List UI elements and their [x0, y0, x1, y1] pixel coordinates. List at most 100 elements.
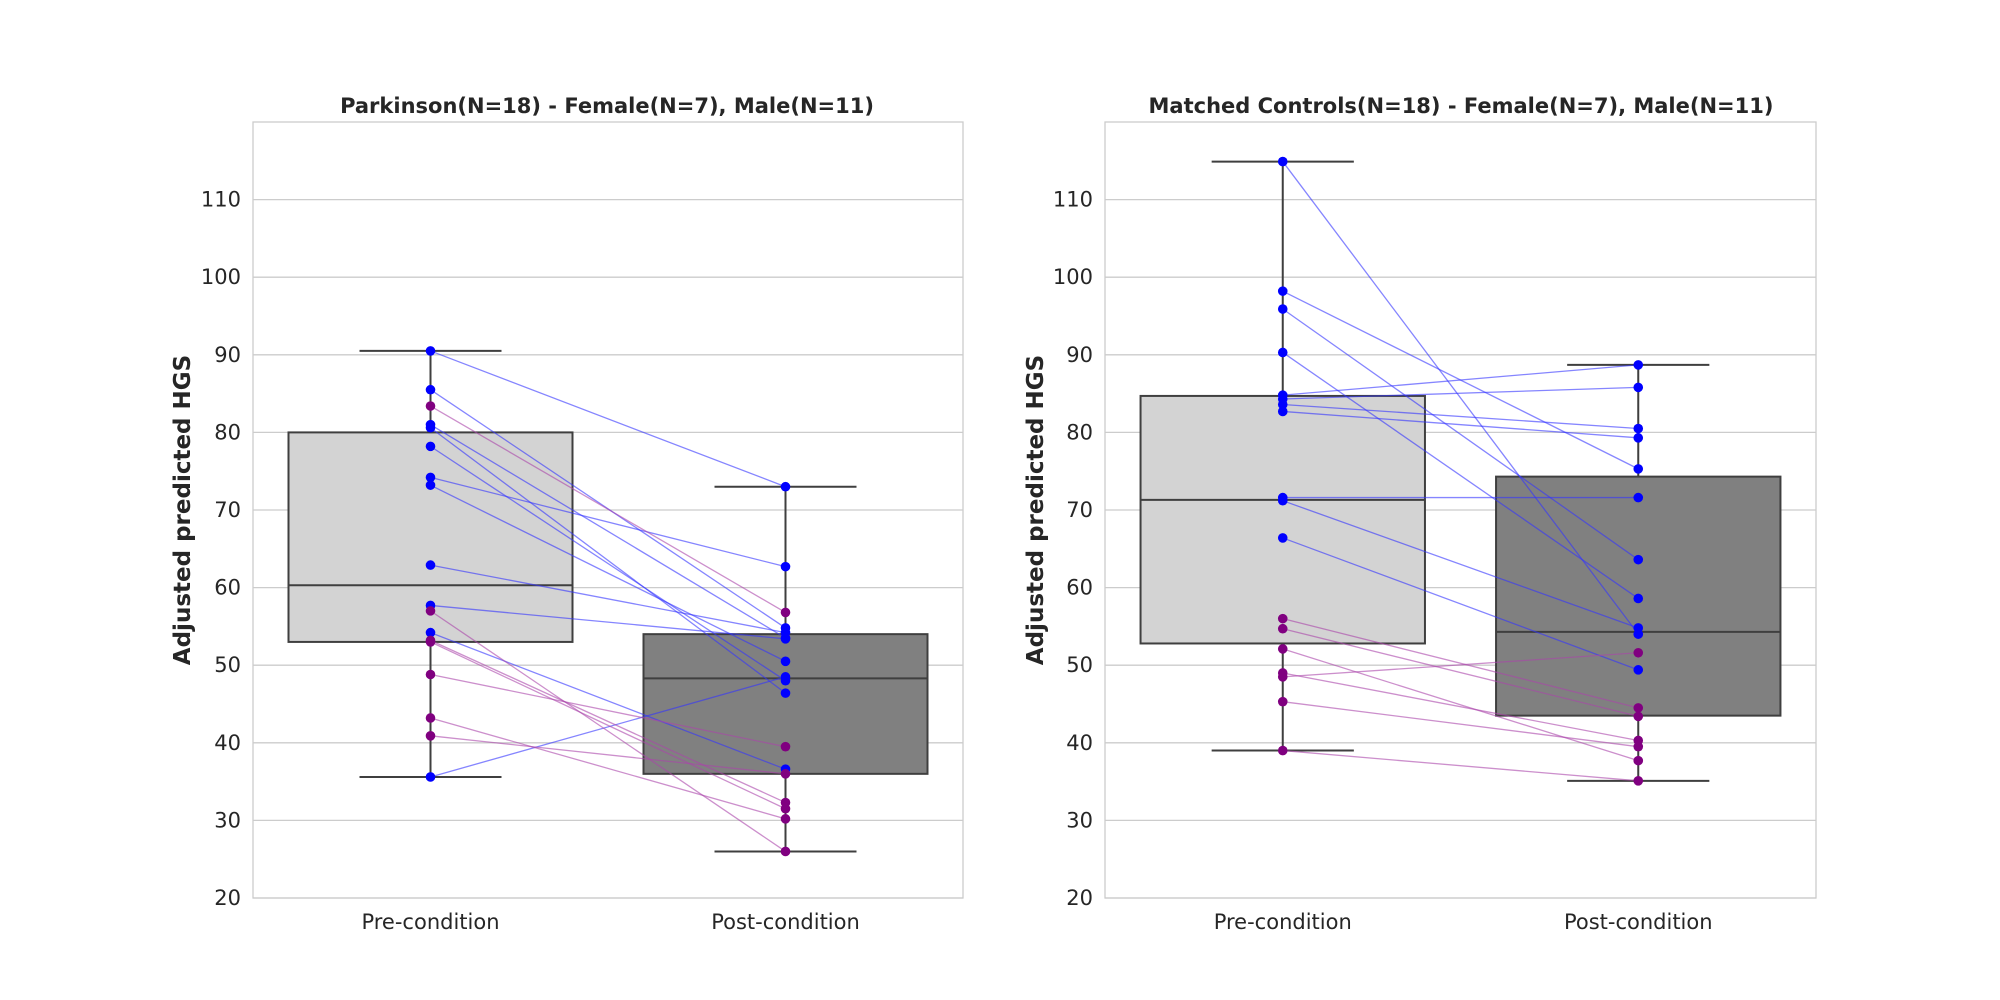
- point-post: [780, 561, 791, 572]
- pair-line: [430, 424, 786, 639]
- point-post: [1633, 703, 1644, 713]
- point-post: [1633, 433, 1644, 443]
- pair-line: [430, 427, 786, 694]
- panel-title: Matched Controls(N=18) - Female(N=7), Ma…: [1149, 94, 1774, 118]
- point-post: [780, 607, 791, 618]
- point-pre: [425, 346, 436, 356]
- point-post: [1633, 741, 1644, 752]
- point-post: [1633, 464, 1644, 474]
- pair-line: [1282, 161, 1639, 635]
- pair-line: [1282, 364, 1639, 396]
- point-post: [1633, 554, 1644, 565]
- point-post: [1633, 360, 1644, 370]
- y-tick-label: 60: [214, 576, 241, 600]
- point-post: [780, 688, 791, 698]
- pair-line: [1282, 410, 1639, 439]
- y-tick-label: 40: [1066, 731, 1093, 755]
- y-tick-label: 70: [214, 498, 241, 522]
- pair-line: [430, 735, 786, 775]
- pair-line: [1282, 537, 1639, 671]
- box: [642, 633, 929, 775]
- point-pre: [425, 627, 436, 638]
- y-axis-label: Adjusted predicted HGS: [170, 355, 196, 665]
- pair-line: [430, 676, 786, 778]
- point-post: [1633, 593, 1644, 604]
- y-tick-label: 30: [214, 808, 241, 832]
- pair-line: [430, 445, 786, 682]
- point-post: [780, 741, 791, 752]
- point-post: [1633, 492, 1644, 503]
- point-pre: [1277, 533, 1288, 543]
- point-pre: [425, 669, 436, 680]
- point-post: [1633, 647, 1644, 658]
- points: [425, 346, 791, 857]
- point-post: [780, 846, 791, 857]
- pair-line: [430, 476, 786, 568]
- pair-line: [1282, 648, 1639, 762]
- pair-line: [1282, 618, 1639, 709]
- pair-line: [1282, 308, 1639, 561]
- point-pre: [425, 422, 436, 433]
- y-tick-label: 100: [1053, 265, 1093, 289]
- pair-line: [1282, 500, 1639, 629]
- point-pre: [1277, 399, 1288, 410]
- box: [1139, 394, 1426, 645]
- point-pre: [425, 606, 436, 616]
- y-tick-label: 90: [214, 343, 241, 367]
- point-pre: [1277, 304, 1288, 314]
- point-post: [1633, 711, 1644, 722]
- pair-line: [430, 405, 786, 613]
- y-tick-label: 70: [1066, 498, 1093, 522]
- pair-line: [430, 564, 786, 634]
- y-tick-label: 90: [1066, 343, 1093, 367]
- y-tick-label: 40: [214, 731, 241, 755]
- point-pre: [425, 772, 436, 782]
- y-tick-label: 20: [1066, 886, 1093, 910]
- point-pre: [1277, 623, 1288, 634]
- point-pre: [1277, 286, 1288, 296]
- pair-line: [430, 604, 786, 640]
- y-tick-label: 50: [214, 653, 241, 677]
- y-tick-label: 110: [201, 188, 241, 212]
- point-pre: [1277, 347, 1288, 358]
- point-post: [780, 481, 791, 492]
- pair-line: [430, 641, 786, 810]
- point-post: [780, 769, 791, 779]
- pair-line: [1282, 386, 1639, 400]
- pair-line: [1282, 672, 1639, 742]
- point-pre: [1277, 696, 1288, 707]
- paired-lines: [1282, 161, 1639, 782]
- y-axis-label: Adjusted predicted HGS: [1023, 355, 1049, 665]
- point-post: [1633, 623, 1644, 633]
- y-tick-label: 100: [201, 265, 241, 289]
- y-tick-label: 50: [1066, 653, 1093, 677]
- point-pre: [1277, 745, 1288, 756]
- point-post: [780, 803, 791, 814]
- point-pre: [425, 560, 436, 570]
- point-pre: [425, 637, 436, 647]
- y-tick-label: 80: [1066, 420, 1093, 444]
- point-pre: [425, 731, 436, 741]
- pair-line: [1282, 403, 1639, 430]
- point-pre: [1277, 613, 1288, 624]
- point-post: [1633, 755, 1644, 766]
- points: [1277, 156, 1644, 786]
- point-post: [1633, 382, 1644, 393]
- y-tick-label: 20: [214, 886, 241, 910]
- pair-line: [430, 610, 786, 852]
- point-post: [1633, 776, 1644, 786]
- y-tick-label: 80: [214, 420, 241, 444]
- pair-line: [1282, 701, 1639, 748]
- x-tick-label: Pre-condition: [361, 910, 499, 934]
- point-pre: [425, 401, 436, 411]
- x-tick-label: Post-condition: [1564, 910, 1713, 934]
- point-pre: [1277, 644, 1288, 654]
- point-pre: [425, 441, 436, 452]
- point-pre: [1277, 156, 1288, 167]
- pair-line: [430, 717, 786, 820]
- point-post: [780, 672, 791, 682]
- panel-title: Parkinson(N=18) - Female(N=7), Male(N=11…: [340, 94, 874, 118]
- pair-line: [1282, 749, 1639, 782]
- point-pre: [425, 472, 436, 483]
